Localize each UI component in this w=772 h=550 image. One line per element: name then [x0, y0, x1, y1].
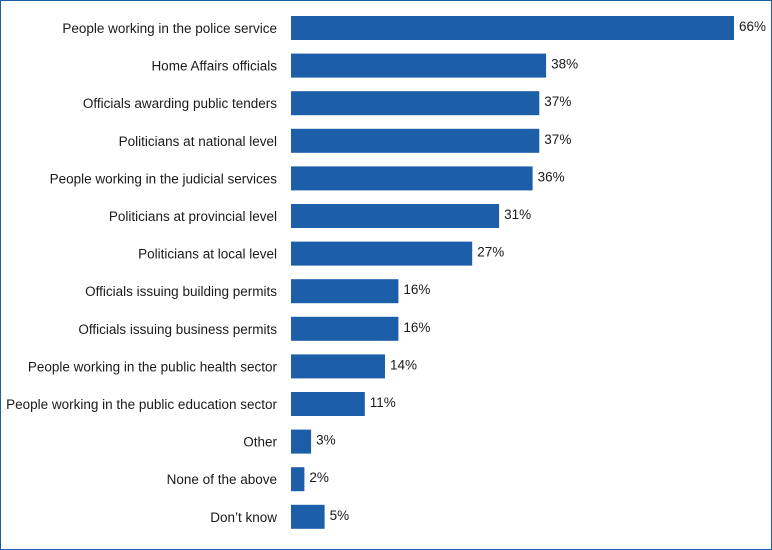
value-label-10: 11% [370, 395, 396, 410]
bar-2 [291, 91, 540, 116]
bar-1 [291, 53, 547, 78]
value-label-3: 37% [544, 132, 571, 147]
value-label-5: 31% [504, 207, 531, 222]
category-label-12: None of the above [167, 472, 277, 487]
bar-10 [291, 392, 365, 416]
bar-4 [291, 166, 533, 191]
bar-12 [291, 467, 305, 492]
bar-3 [291, 128, 540, 153]
bar-0 [291, 16, 734, 40]
value-label-1: 38% [551, 57, 578, 72]
category-label-3: Politicians at national level [119, 134, 277, 149]
value-labels-group: 66% 38% 37% 37% 36% 31% 27% 16% 16% 14% 11% 3% 2% 5% [309, 19, 766, 523]
category-label-1: Home Affairs officials [151, 59, 277, 74]
category-label-0: People working in the police service [62, 21, 277, 36]
bar-8 [291, 316, 399, 341]
category-label-6: Politicians at local level [138, 247, 277, 262]
value-label-12: 2% [309, 470, 329, 485]
bar-11 [291, 429, 312, 454]
category-label-10: People working in the public education s… [6, 397, 277, 412]
value-label-13: 5% [330, 508, 350, 523]
bar-9 [291, 354, 385, 379]
bars-group [291, 16, 734, 529]
bar-7 [291, 279, 399, 304]
bar-5 [291, 204, 500, 228]
category-label-7: Officials issuing building permits [85, 284, 277, 299]
value-label-11: 3% [316, 433, 336, 448]
value-label-4: 36% [538, 169, 565, 184]
value-label-2: 37% [544, 94, 571, 109]
value-label-8: 16% [403, 320, 430, 335]
value-label-6: 27% [477, 245, 504, 260]
category-label-8: Officials issuing business permits [78, 322, 277, 337]
category-label-13: Don’t know [210, 510, 277, 525]
bar-13 [291, 504, 325, 529]
category-label-4: People working in the judicial services [50, 171, 278, 186]
category-label-5: Politicians at provincial level [109, 209, 277, 224]
value-label-9: 14% [390, 357, 417, 372]
value-label-0: 66% [739, 19, 766, 34]
category-label-2: Officials awarding public tenders [83, 96, 277, 111]
category-label-11: Other [243, 435, 277, 450]
value-label-7: 16% [403, 282, 430, 297]
category-labels-group: People working in the police service Home… [6, 21, 277, 525]
bar-6 [291, 241, 473, 266]
category-label-9: People working in the public health sect… [28, 359, 278, 374]
